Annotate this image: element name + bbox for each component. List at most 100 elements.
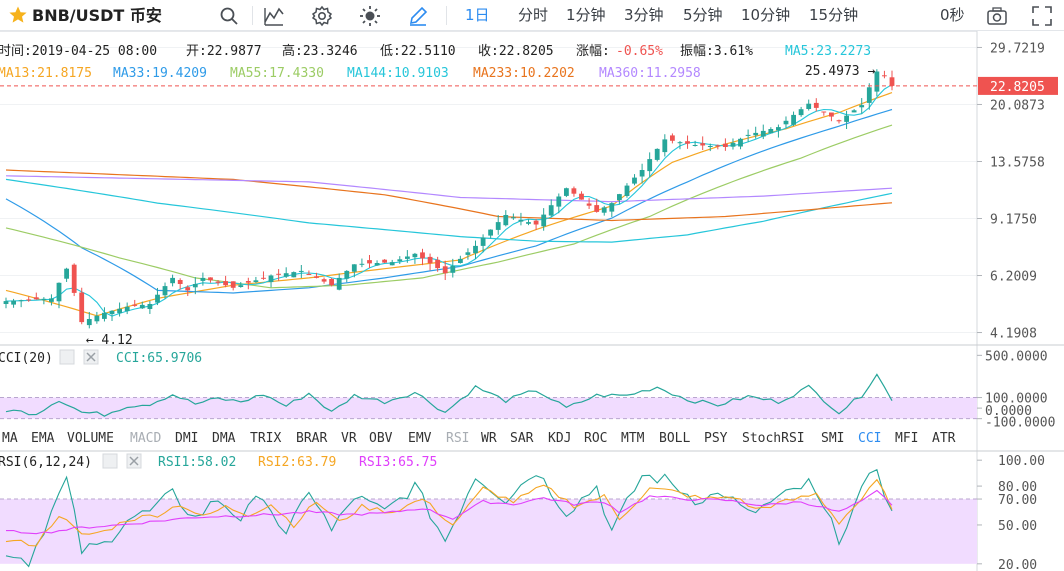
indicator-tab-dmi[interactable]: DMI — [175, 431, 198, 446]
ma5-legend: MA5:23.2273 — [785, 44, 871, 59]
candle-up — [480, 237, 486, 246]
indicator-tab-brar[interactable]: BRAR — [296, 431, 327, 446]
timeframe-15m[interactable]: 15分钟 — [809, 6, 859, 24]
indicator-tab-cci[interactable]: CCI — [858, 431, 881, 446]
rsi-title: RSI(6,12,24) — [0, 455, 92, 470]
countdown-label: 0秒 — [940, 6, 965, 24]
candle-down — [533, 220, 539, 225]
candle-up — [283, 273, 289, 277]
candle-up — [556, 196, 562, 207]
candle-up — [397, 259, 403, 262]
indicator-tab-wr[interactable]: WR — [481, 431, 497, 446]
timeframe-1d[interactable]: 1日 — [465, 6, 490, 24]
candle-down — [321, 279, 327, 282]
candle-down — [427, 256, 433, 264]
indicator-tab-sar[interactable]: SAR — [510, 431, 534, 446]
indicator-icon[interactable] — [262, 4, 286, 28]
candle-down — [329, 279, 334, 286]
cci-close-glyph — [86, 352, 96, 362]
candle-down — [245, 281, 251, 283]
rsi-tick-label: 70.00 — [998, 493, 1037, 508]
info-low: 低:22.5110 — [380, 44, 456, 59]
timeframe-intraday[interactable]: 分时 — [518, 6, 549, 24]
draw-icon[interactable] — [406, 4, 430, 28]
indicator-tab-ema[interactable]: EMA — [31, 431, 55, 446]
indicator-tab-stochrsi[interactable]: StochRSI — [742, 431, 805, 446]
candle-up — [41, 298, 47, 300]
cci-tick-label: 100.0000 — [985, 392, 1048, 407]
candle-up — [617, 194, 622, 201]
indicator-tab-smi[interactable]: SMI — [821, 431, 844, 446]
indicator-tab-vr[interactable]: VR — [341, 431, 357, 446]
candle-down — [33, 297, 39, 300]
candle-up — [147, 304, 153, 309]
candle-up — [541, 214, 547, 227]
indicator-tab-ma[interactable]: MA — [2, 431, 18, 446]
indicator-tab-volume[interactable]: VOLUME — [67, 431, 114, 446]
symbol-title[interactable]: BNB/USDT 币安 — [32, 6, 162, 25]
timeframe-3m[interactable]: 3分钟 — [624, 6, 664, 24]
candle-up — [117, 308, 122, 314]
price-tick-label: 6.2009 — [990, 270, 1037, 285]
candle-down — [185, 287, 191, 291]
indicator-tab-trix[interactable]: TRIX — [250, 431, 281, 446]
candle-up — [405, 256, 410, 259]
chart-area[interactable]: 29.721920.087313.57589.17506.20094.1908 … — [0, 31, 1064, 571]
timeframe-10m[interactable]: 10分钟 — [741, 6, 791, 24]
ma33-legend: MA33:19.4209 — [113, 66, 207, 81]
candle-up — [56, 282, 62, 302]
rsi-settings-icon[interactable] — [102, 453, 118, 469]
indicator-tab-macd[interactable]: MACD — [130, 431, 161, 446]
candle-down — [367, 260, 372, 264]
cci-settings-icon[interactable] — [59, 349, 75, 365]
candle-up — [155, 294, 160, 303]
price-tick-label: 13.5758 — [990, 155, 1045, 170]
candle-up — [859, 105, 865, 108]
indicator-tab-emv[interactable]: EMV — [408, 431, 432, 446]
rsi3-line — [5, 489, 893, 535]
candle-down — [821, 111, 827, 113]
ma360-line — [5, 175, 893, 203]
fullscreen-icon[interactable] — [1030, 4, 1054, 28]
indicator-tab-boll[interactable]: BOLL — [659, 431, 690, 446]
candle-down — [230, 281, 236, 288]
indicator-tab-mfi[interactable]: MFI — [895, 431, 918, 446]
price-tick-label: 9.1750 — [990, 213, 1037, 228]
candle-up — [192, 284, 198, 288]
timeframe-1m[interactable]: 1分钟 — [566, 6, 606, 24]
snapshot-icon[interactable] — [985, 4, 1009, 28]
candle-down — [306, 274, 312, 275]
info-bar: 时间:2019-04-25 08:00 开:22.9877 高:23.3246 … — [0, 43, 871, 81]
indicator-tab-kdj[interactable]: KDJ — [548, 431, 571, 446]
settings-icon[interactable] — [310, 4, 334, 28]
ma233-line — [5, 169, 893, 222]
candle-down — [71, 264, 77, 293]
candle-up — [624, 185, 630, 196]
indicator-tab-dma[interactable]: DMA — [212, 431, 236, 446]
candle-up — [866, 87, 872, 103]
indicator-tab-psy[interactable]: PSY — [704, 431, 728, 446]
star-icon[interactable] — [8, 5, 28, 25]
candle-up — [662, 139, 668, 153]
timeframe-5m[interactable]: 5分钟 — [683, 6, 723, 24]
indicator-tab-atr[interactable]: ATR — [932, 431, 956, 446]
search-icon[interactable] — [217, 4, 241, 28]
indicator-tabs: MA EMA VOLUME MACD DMI DMA TRIX BRAR VR OBV EMV RSI… — [2, 431, 956, 446]
indicator-tab-mtm[interactable]: MTM — [621, 431, 645, 446]
candle-up — [170, 277, 175, 284]
ma13-line — [5, 92, 893, 317]
indicator-tab-rsi[interactable]: RSI — [446, 431, 469, 446]
price-tick-label: 20.0873 — [990, 98, 1045, 113]
rsi2-legend: RSI2:63.79 — [258, 455, 336, 470]
candle-up — [639, 170, 645, 177]
candle-up — [503, 215, 509, 226]
candle-down — [813, 102, 819, 108]
low-annotation: ← 4.12 — [86, 333, 133, 348]
indicator-tab-roc[interactable]: ROC — [584, 431, 607, 446]
ma13-legend: MA13:21.8175 — [0, 66, 92, 81]
theme-icon[interactable] — [358, 4, 382, 28]
candle-up — [495, 222, 501, 230]
candle-up — [791, 114, 796, 125]
indicator-tab-obv[interactable]: OBV — [369, 431, 393, 446]
